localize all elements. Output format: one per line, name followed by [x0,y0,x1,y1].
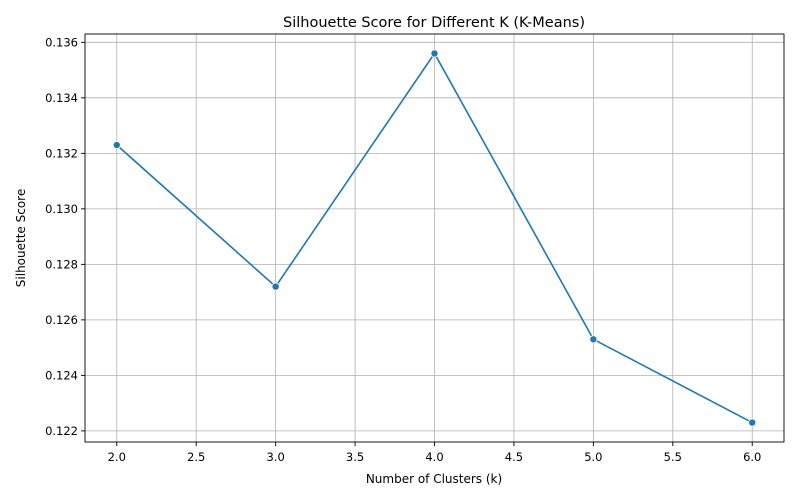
y-tick-label: 0.122 [45,424,78,438]
x-tick-label: 2.5 [187,450,205,464]
x-tick-label: 5.0 [584,450,602,464]
x-tick-label: 2.0 [108,450,126,464]
y-tick-label: 0.124 [45,368,78,382]
data-point [430,49,439,58]
y-tick-label: 0.126 [45,313,78,327]
x-tick-label: 4.5 [505,450,523,464]
data-point [112,141,121,150]
plot-frame [84,33,785,443]
y-tick-label: 0.134 [45,91,78,105]
x-tick-label: 6.0 [743,450,761,464]
x-tick-label: 3.0 [266,450,284,464]
tick-layer: 2.0 2.5 3.0 3.5 4.0 4.5 5.0 5.5 6.0 0.122 0.124 0.1… [45,35,761,464]
x-axis-label: Number of Clusters (k) [366,472,502,486]
data-point [748,418,757,427]
grid-layer [85,34,784,442]
y-axis-label: Silhouette Score [14,189,28,287]
data-point [271,282,280,291]
x-tick-label: 5.5 [664,450,682,464]
x-tick-label: 3.5 [346,450,364,464]
point-layer [112,49,757,427]
y-tick-label: 0.128 [45,257,78,271]
y-tick-label: 0.132 [45,146,78,160]
data-point [589,335,598,344]
x-tick-label: 4.0 [425,450,443,464]
chart-title: Silhouette Score for Different K (K-Mean… [283,15,585,31]
y-tick-label: 0.136 [45,35,78,49]
y-tick-label: 0.130 [45,202,78,216]
